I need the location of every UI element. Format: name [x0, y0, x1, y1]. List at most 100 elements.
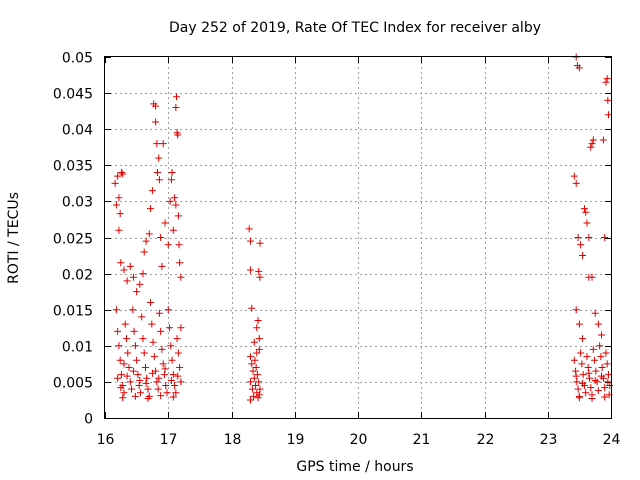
data-point: [575, 394, 583, 402]
data-point: [603, 360, 611, 368]
data-point: [246, 353, 254, 361]
data-point: [126, 378, 134, 386]
data-point: [597, 353, 605, 361]
data-point: [596, 342, 604, 350]
data-point: [253, 324, 261, 332]
data-point: [602, 349, 610, 357]
data-point: [117, 384, 125, 392]
data-point: [575, 64, 583, 72]
plot-frame: [104, 56, 612, 419]
data-point: [161, 365, 169, 373]
data-point: [174, 131, 182, 139]
data-point: [116, 210, 124, 218]
data-point: [148, 369, 156, 377]
data-point: [169, 371, 177, 379]
data-point: [248, 385, 256, 393]
data-point: [123, 277, 131, 285]
data-point: [153, 378, 161, 386]
data-point: [136, 280, 144, 288]
data-point: [570, 172, 578, 180]
data-point: [254, 317, 262, 325]
data-point: [579, 252, 587, 260]
data-point: [157, 234, 165, 241]
data-point: [117, 371, 125, 379]
data-point: [577, 349, 585, 357]
x-axis-label: GPS time / hours: [296, 459, 413, 475]
data-point: [167, 342, 175, 350]
data-point: [169, 393, 177, 401]
data-point: [585, 369, 593, 377]
data-point: [588, 395, 596, 403]
data-point: [172, 201, 180, 209]
x-tick-label: 23: [540, 432, 558, 448]
data-point: [577, 241, 585, 249]
data-point: [147, 205, 155, 213]
data-point: [589, 345, 597, 353]
data-point: [158, 345, 166, 353]
data-point: [603, 75, 611, 83]
data-point: [598, 363, 606, 371]
data-point: [589, 136, 597, 144]
data-point: [572, 306, 580, 314]
data-point: [604, 378, 612, 386]
data-point: [584, 363, 592, 371]
data-point: [246, 396, 254, 404]
data-point: [256, 273, 264, 281]
x-tick-label: 16: [97, 432, 115, 448]
data-point: [135, 382, 143, 390]
data-point: [115, 226, 123, 234]
data-point: [128, 385, 136, 393]
data-point: [115, 194, 123, 202]
data-point: [583, 219, 591, 227]
data-point: [591, 376, 599, 384]
data-point: [587, 143, 595, 151]
data-point: [585, 234, 593, 241]
y-axis-ticks: 0 0.005 0.01 0.015 0.02 0.025 0.03 0.035 0.04 0.0…: [53, 51, 611, 428]
data-point: [114, 172, 122, 180]
data-point: [155, 309, 163, 317]
grid-lines: [105, 57, 611, 418]
data-point: [601, 234, 609, 241]
data-point: [166, 197, 174, 205]
data-point: [598, 372, 606, 380]
data-point: [177, 324, 185, 332]
data-point: [174, 349, 182, 357]
data-point: [604, 371, 612, 379]
data-point: [162, 382, 170, 390]
data-point: [582, 389, 590, 397]
y-tick-label: 0: [84, 412, 93, 428]
data-point: [253, 371, 261, 379]
data-point: [587, 384, 595, 392]
data-point: [153, 169, 161, 177]
x-tick-label: 21: [413, 432, 431, 448]
data-point: [177, 273, 185, 281]
data-point: [125, 363, 133, 371]
data-point: [168, 169, 176, 177]
data-point: [123, 372, 131, 380]
data-point: [594, 320, 602, 328]
data-point: [117, 169, 125, 177]
data-point: [133, 288, 141, 296]
data-point: [136, 376, 144, 384]
data-point: [136, 389, 144, 397]
data-point: [158, 262, 166, 270]
data-point: [601, 393, 609, 401]
data-point: [163, 389, 171, 397]
data-point: [580, 205, 588, 213]
data-point: [152, 118, 160, 126]
data-point: [121, 320, 129, 328]
data-point: [574, 234, 582, 241]
x-tick-label: 24: [603, 432, 621, 448]
data-point: [142, 237, 150, 245]
data-point: [248, 360, 256, 368]
data-point: [254, 394, 262, 402]
data-point: [129, 367, 137, 375]
data-point: [159, 360, 167, 368]
data-point: [145, 230, 153, 238]
data-point: [579, 335, 587, 343]
data-point: [602, 78, 610, 86]
data-point: [167, 176, 175, 184]
y-axis-label: ROTI / TECUs: [6, 192, 22, 284]
data-point: [572, 179, 580, 187]
